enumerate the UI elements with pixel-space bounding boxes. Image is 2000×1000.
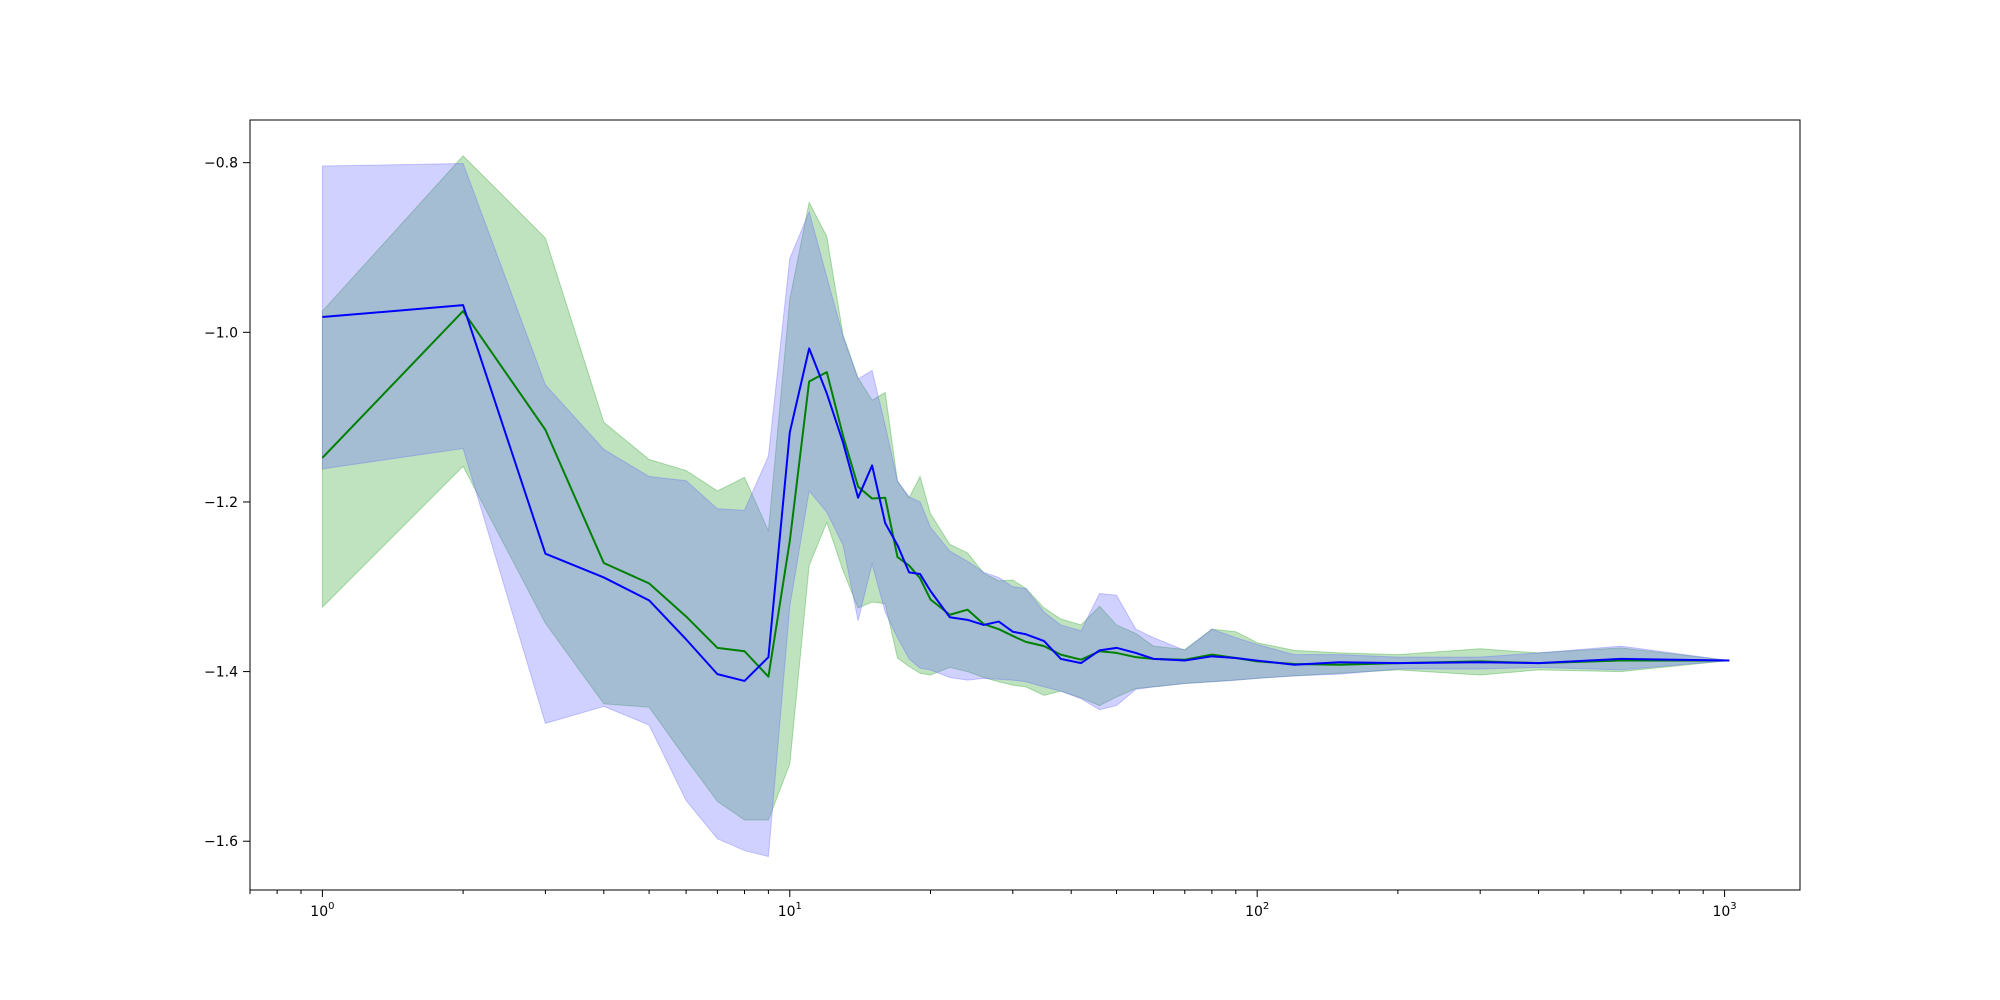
y-axis: −0.8 −1.0 −1.2 −1.4 −1.6 [204,156,250,850]
plot-frame [249,119,1801,891]
confidence-bands [321,155,1730,858]
y-tick-label: −1.6 [204,834,238,850]
series-1-band [321,155,1730,821]
y-tick-label: −1.2 [204,495,238,511]
series-2-line [322,304,1730,682]
y-tick-label: −1.0 [204,325,238,341]
series-lines [321,304,1730,682]
x-tick-label: 100 [310,901,334,920]
x-tick-label: 103 [1712,901,1736,920]
series-2-band [321,163,1730,858]
x-tick-label: 102 [1245,901,1269,920]
y-tick-label: −1.4 [204,665,238,681]
y-tick-label: −0.8 [204,156,238,172]
x-tick-label: 101 [778,901,802,920]
x-axis: 100 101 102 103 [249,890,1737,920]
